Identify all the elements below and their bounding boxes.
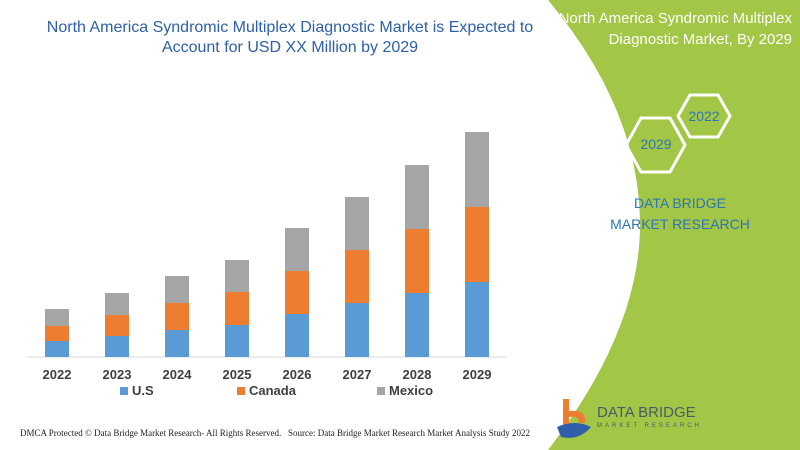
x-tick-label: 2029 <box>463 367 492 382</box>
legend-label: Mexico <box>389 383 434 398</box>
bar-us-2024 <box>165 330 189 357</box>
legend-canada: Canada <box>237 383 296 398</box>
hex-2029-label: 2029 <box>640 136 672 152</box>
bar-mexico-2028 <box>405 165 429 229</box>
legend-swatch <box>237 386 245 395</box>
legend-label: Canada <box>249 383 296 398</box>
footer-copyright: DMCA Protected © Data Bridge Market Rese… <box>20 428 282 438</box>
bar-canada-2029 <box>465 207 489 282</box>
bar-us-2025 <box>225 325 249 357</box>
bar-mexico-2026 <box>285 228 309 271</box>
bar-mexico-2027 <box>345 197 369 250</box>
brand-text: DATA BRIDGE MARKET RESEARCH <box>610 195 750 232</box>
legend-label: U.S <box>132 383 154 398</box>
bar-mexico-2024 <box>165 276 189 303</box>
bar-mexico-2023 <box>105 293 129 315</box>
bar-mexico-2029 <box>465 132 489 207</box>
stacked-bar-chart: 2022 2023 2024 2025 2026 2027 2028 2029 <box>27 132 507 382</box>
bar-us-2023 <box>105 336 129 357</box>
x-tick-label: 2028 <box>403 367 432 382</box>
x-tick-label: 2026 <box>283 367 312 382</box>
green-side-panel <box>548 0 800 450</box>
footer-source: Source: Data Bridge Market Research Mark… <box>288 428 530 438</box>
bar-canada-2024 <box>165 303 189 330</box>
legend-us: U.S <box>120 383 154 398</box>
bar-us-2022 <box>45 341 69 357</box>
bar-mexico-2025 <box>225 260 249 292</box>
hex-2022-label: 2022 <box>688 108 720 124</box>
hexagon-2029-icon <box>624 116 687 174</box>
x-tick-label: 2027 <box>343 367 372 382</box>
x-tick-label: 2024 <box>163 367 193 382</box>
bar-canada-2022 <box>45 326 69 341</box>
x-tick-label: 2025 <box>223 367 252 382</box>
bar-mexico-2022 <box>45 309 69 326</box>
side-panel-title: North America Syndromic Multiplex Diagno… <box>558 10 792 48</box>
data-bridge-logo-icon <box>557 399 591 438</box>
hexagon-icons <box>624 93 732 174</box>
x-tick-label: 2023 <box>103 367 132 382</box>
bar-canada-2028 <box>405 229 429 293</box>
bar-us-2027 <box>345 303 369 357</box>
bar-canada-2025 <box>225 292 249 325</box>
legend-swatch <box>120 386 128 395</box>
bar-us-2026 <box>285 314 309 357</box>
bar-us-2028 <box>405 293 429 357</box>
bar-canada-2023 <box>105 315 129 336</box>
x-tick-label: 2022 <box>43 367 72 382</box>
bar-us-2029 <box>465 282 489 357</box>
page-title: North America Syndromic Multiplex Diagno… <box>46 19 534 56</box>
bar-canada-2027 <box>345 250 369 303</box>
bar-canada-2026 <box>285 271 309 314</box>
legend-swatch <box>377 386 385 395</box>
logo-subtitle: MARKET RESEARCH <box>597 423 702 429</box>
logo-name: DATA BRIDGE <box>597 404 696 421</box>
hexagon-2022-icon <box>676 93 732 139</box>
legend-mexico: Mexico <box>377 383 433 398</box>
